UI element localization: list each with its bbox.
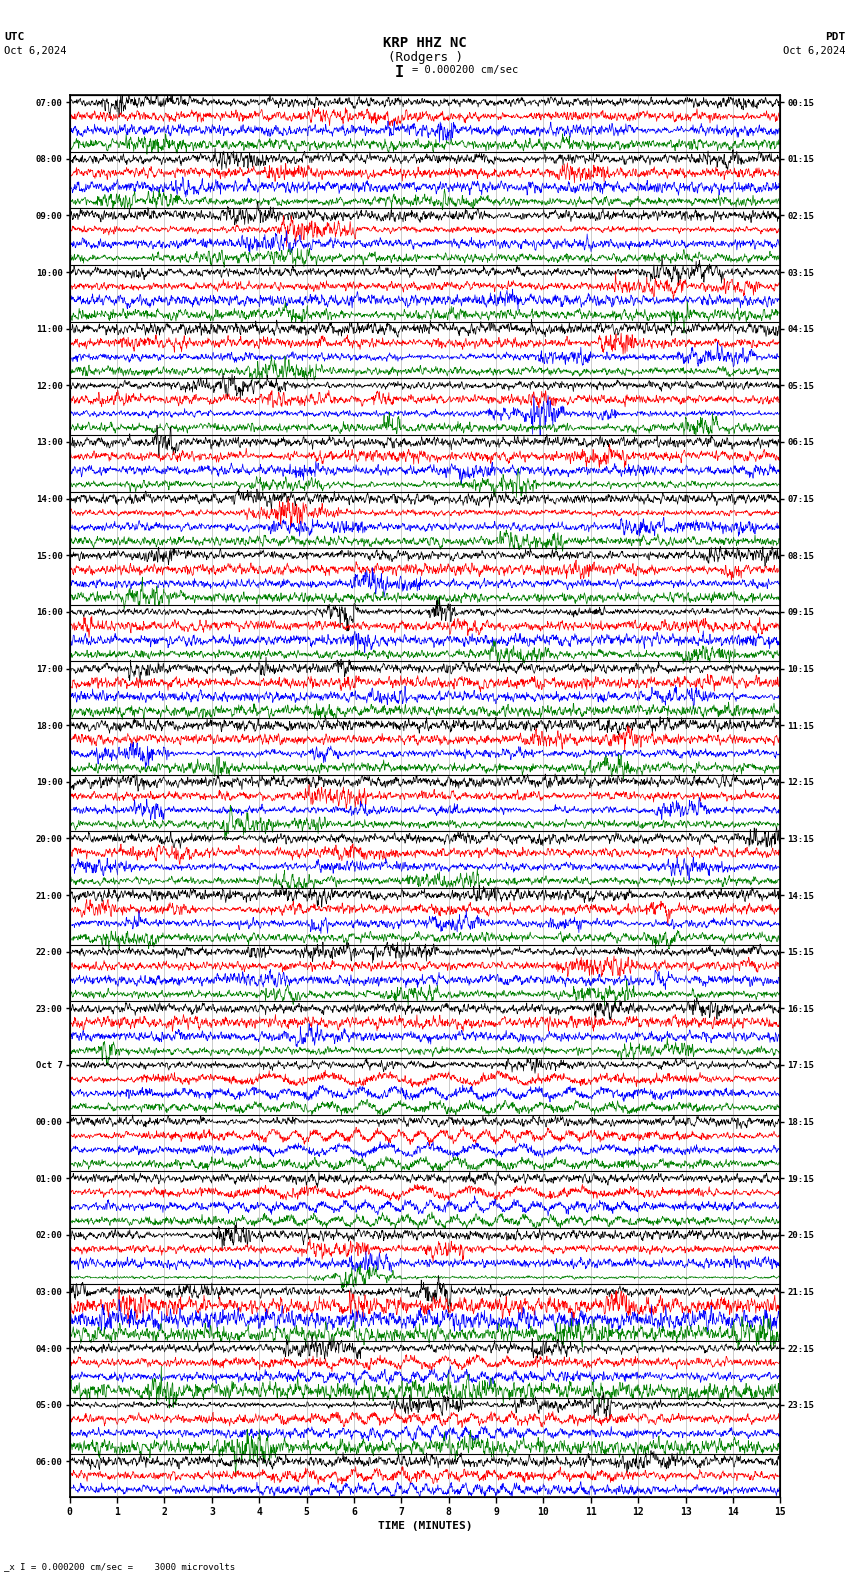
Text: I: I [395,65,404,79]
Text: Oct 6,2024: Oct 6,2024 [4,46,67,55]
Text: _x I = 0.000200 cm/sec =    3000 microvolts: _x I = 0.000200 cm/sec = 3000 microvolts [4,1562,235,1571]
Text: KRP HHZ NC: KRP HHZ NC [383,36,467,51]
X-axis label: TIME (MINUTES): TIME (MINUTES) [377,1522,473,1532]
Text: = 0.000200 cm/sec: = 0.000200 cm/sec [412,65,518,74]
Text: Oct 6,2024: Oct 6,2024 [783,46,846,55]
Text: UTC: UTC [4,32,25,41]
Text: (Rodgers ): (Rodgers ) [388,51,462,63]
Text: PDT: PDT [825,32,846,41]
